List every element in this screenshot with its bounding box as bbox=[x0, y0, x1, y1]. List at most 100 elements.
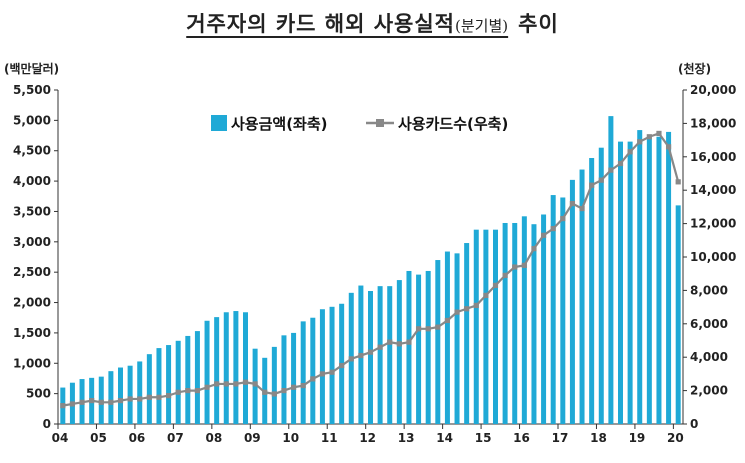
line-point bbox=[233, 381, 239, 387]
left-tick-label: 4,500 bbox=[13, 144, 51, 158]
line-point bbox=[512, 264, 518, 270]
line-point bbox=[560, 215, 566, 222]
bar bbox=[618, 141, 623, 425]
line-point bbox=[329, 369, 335, 375]
bar bbox=[483, 229, 489, 424]
left-axis: 0 500 1,000 1,500 2,000 2,500 3,000 3,500 4,000 4… bbox=[13, 83, 59, 431]
bar bbox=[493, 229, 498, 424]
bar bbox=[646, 138, 652, 424]
title-sub: (분기별) bbox=[455, 17, 509, 35]
line-point bbox=[444, 317, 451, 324]
x-tick-label: 14 bbox=[436, 431, 453, 445]
line-point bbox=[598, 177, 604, 183]
line-point bbox=[204, 384, 210, 390]
line-point bbox=[339, 362, 345, 369]
line-point bbox=[531, 246, 537, 252]
bar bbox=[656, 136, 662, 424]
line-point bbox=[319, 371, 326, 377]
line-point bbox=[579, 205, 585, 212]
right-tick-label: 6,000 bbox=[690, 317, 728, 331]
title-tail: 추이 bbox=[518, 11, 559, 36]
line-point bbox=[156, 394, 162, 400]
x-tick-label: 11 bbox=[321, 431, 338, 445]
legend-line-label: 사용카드수(우축) bbox=[398, 115, 508, 133]
bar bbox=[464, 243, 470, 424]
x-tick-label: 16 bbox=[513, 431, 530, 445]
right-tick-label: 20,000 bbox=[690, 83, 736, 97]
line-point bbox=[271, 391, 277, 397]
bar bbox=[204, 320, 210, 424]
bar bbox=[666, 131, 672, 424]
bar bbox=[387, 286, 393, 424]
right-tick-label: 12,000 bbox=[690, 217, 736, 231]
right-tick-label: 18,000 bbox=[690, 116, 736, 130]
line-point bbox=[185, 388, 191, 394]
line-point bbox=[492, 282, 499, 288]
bar bbox=[675, 205, 681, 424]
bar bbox=[377, 286, 383, 424]
line-point bbox=[117, 398, 124, 404]
line-point bbox=[415, 326, 422, 332]
line-point bbox=[617, 160, 624, 167]
bar bbox=[156, 348, 162, 424]
line-point bbox=[281, 388, 287, 394]
line-point bbox=[348, 356, 354, 362]
line-point bbox=[454, 309, 460, 315]
bar bbox=[579, 169, 585, 424]
line-point bbox=[165, 393, 172, 399]
x-tick-label: 13 bbox=[398, 431, 415, 445]
right-axis: 0 2,000 4,000 6,000 8,000 10,000 12,000 14,000 1… bbox=[682, 83, 736, 431]
line-point bbox=[675, 179, 681, 185]
bar bbox=[185, 335, 191, 424]
x-tick-label: 15 bbox=[475, 431, 492, 445]
line-point bbox=[252, 381, 258, 387]
bar bbox=[127, 365, 133, 424]
line-point bbox=[521, 262, 527, 268]
line-point bbox=[79, 399, 85, 405]
line-point bbox=[637, 139, 643, 145]
bar bbox=[435, 260, 441, 424]
x-tick-label: 18 bbox=[590, 431, 607, 445]
bar bbox=[137, 361, 143, 424]
bar bbox=[512, 222, 518, 424]
line-point bbox=[540, 232, 547, 238]
line-point bbox=[646, 134, 652, 140]
line-point bbox=[310, 376, 316, 382]
x-axis: 04 05 06 07 08 09 10 11 12 13 14 15 16 17 18 19 20 bbox=[52, 423, 684, 445]
left-tick-label: 1,500 bbox=[13, 326, 51, 340]
line-point bbox=[569, 200, 576, 207]
line-point bbox=[214, 381, 220, 387]
x-tick-label: 19 bbox=[629, 431, 646, 445]
bar bbox=[396, 280, 402, 424]
left-tick-label: 500 bbox=[26, 387, 51, 401]
bar bbox=[281, 335, 287, 424]
line-point bbox=[377, 344, 383, 350]
bar bbox=[406, 270, 412, 424]
bar bbox=[329, 306, 335, 424]
bar-series bbox=[60, 116, 681, 425]
bar bbox=[541, 214, 547, 424]
left-tick-label: 1,000 bbox=[13, 356, 51, 370]
bar bbox=[300, 321, 306, 424]
line-point bbox=[358, 352, 364, 359]
x-tick-label: 09 bbox=[244, 431, 261, 445]
line-point bbox=[464, 306, 470, 312]
bar bbox=[271, 346, 277, 424]
bar bbox=[194, 331, 200, 424]
line-point bbox=[223, 381, 229, 387]
left-tick-label: 5,000 bbox=[13, 113, 51, 127]
x-tick-label: 06 bbox=[129, 431, 146, 445]
line-point bbox=[146, 394, 152, 400]
bar bbox=[569, 179, 575, 424]
legend-bar-swatch bbox=[211, 115, 227, 131]
right-tick-label: 16,000 bbox=[690, 150, 736, 164]
line-point bbox=[656, 130, 662, 137]
line-point bbox=[406, 339, 412, 345]
right-tick-label: 4,000 bbox=[690, 350, 728, 364]
right-tick-label: 2,000 bbox=[690, 384, 728, 398]
bar bbox=[223, 312, 229, 424]
legend-bar-label: 사용금액(좌축) bbox=[231, 115, 328, 133]
line-series bbox=[60, 130, 681, 409]
bar bbox=[118, 367, 123, 424]
left-tick-label: 4,000 bbox=[13, 174, 51, 188]
